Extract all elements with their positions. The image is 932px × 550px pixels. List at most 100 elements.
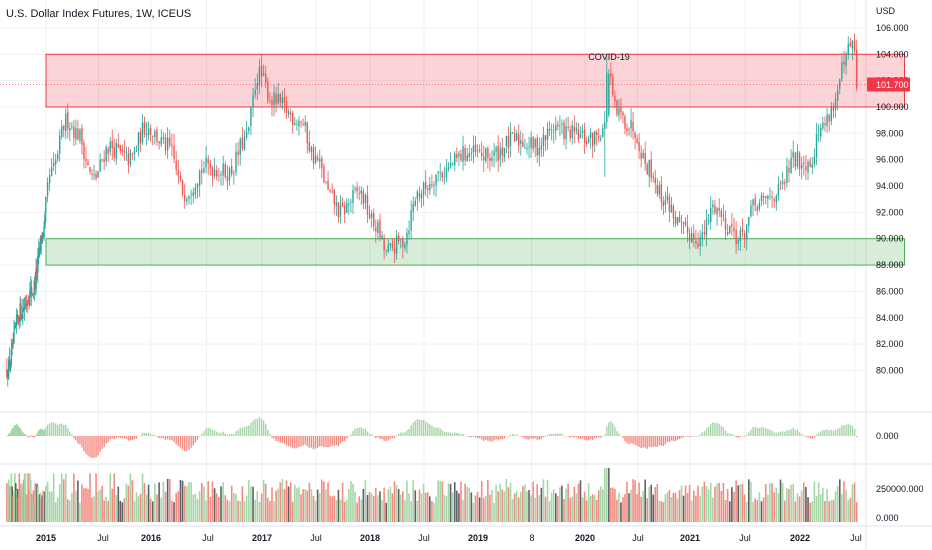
candle-body: [587, 138, 590, 143]
volume-bar: [287, 486, 290, 522]
oscillator-bar: [383, 436, 385, 441]
oscillator-bar: [6, 436, 8, 437]
candle-body: [385, 249, 387, 251]
candle-body: [354, 188, 356, 190]
oscillator-bar: [310, 436, 313, 448]
volume-bar: [366, 495, 369, 522]
candle-body: [845, 53, 847, 66]
candle-body: [836, 90, 839, 101]
oscillator-bar: [44, 429, 46, 436]
volume-bar: [372, 496, 375, 522]
candle-body: [544, 135, 547, 141]
volume-bar: [503, 491, 506, 522]
volume-bar: [720, 491, 723, 522]
oscillator-bar: [32, 436, 35, 438]
volume-bar: [406, 480, 408, 522]
volume-bar: [832, 499, 835, 522]
volume-bar: [569, 498, 571, 522]
oscillator-bar: [775, 432, 778, 436]
oscillator-bar: [198, 436, 201, 437]
volume-bar: [17, 497, 20, 522]
volume-bar: [760, 501, 763, 522]
candle-body: [362, 191, 365, 204]
oscillator-bar: [826, 429, 828, 436]
oscillator-bar: [34, 436, 36, 437]
volume-bar: [375, 488, 377, 522]
candle-body: [230, 166, 233, 174]
oscillator-bar: [779, 431, 782, 436]
oscillator-bar: [587, 436, 590, 441]
volume-bar: [728, 501, 731, 522]
candle-body: [800, 164, 803, 169]
oscillator-bar: [712, 422, 714, 436]
candle-body: [557, 124, 559, 127]
candle-body: [220, 174, 222, 176]
oscillator-bar: [602, 436, 604, 437]
candle-body: [375, 227, 377, 232]
oscillator-bar: [481, 436, 483, 440]
oscillator-bar: [813, 436, 816, 438]
volume-bar: [779, 479, 782, 522]
volume-bar: [205, 500, 207, 522]
oscillator-bar: [524, 436, 526, 439]
volume-bar: [139, 493, 142, 522]
candle-body: [38, 248, 40, 257]
volume-bar: [42, 490, 44, 522]
candle-body: [748, 216, 750, 226]
oscillator-bar: [15, 424, 17, 436]
volume-bar: [352, 483, 354, 522]
volume-bar: [252, 486, 254, 522]
volume-bar: [630, 489, 632, 522]
oscillator-bar: [235, 431, 237, 436]
volume-bar: [226, 499, 229, 522]
oscillator-bar: [37, 432, 39, 436]
oscillator-bar: [269, 434, 271, 436]
volume-bar: [577, 483, 580, 522]
candle-body: [520, 140, 522, 145]
candle-body: [57, 154, 59, 160]
candle-body: [460, 153, 462, 161]
candle-body: [431, 183, 433, 186]
candle-body: [105, 146, 107, 162]
oscillator-bar: [115, 436, 117, 438]
candle-body: [559, 125, 561, 127]
oscillator-bar: [196, 436, 199, 440]
candle-body: [87, 161, 89, 166]
candle-body: [127, 153, 130, 166]
volume-bar: [101, 485, 103, 522]
candle-body: [73, 126, 75, 139]
candle-body: [612, 76, 614, 95]
candle-body: [733, 227, 735, 232]
volume-bar: [325, 489, 327, 522]
oscillator-bar: [626, 436, 628, 444]
oscillator-bar: [579, 436, 582, 439]
oscillator-bar: [792, 427, 794, 436]
candle-body: [287, 111, 290, 115]
oscillator-bar: [454, 432, 456, 436]
volume-bar: [412, 480, 414, 522]
oscillator-bar: [693, 436, 695, 437]
candle-body: [52, 162, 55, 167]
candle-body: [743, 233, 746, 240]
volume-bar: [618, 492, 620, 522]
candle-body: [10, 349, 13, 365]
volume-bar: [712, 497, 714, 522]
candle-body: [495, 147, 497, 153]
volume-bar: [762, 497, 765, 522]
candle-body: [769, 195, 771, 197]
candle-body: [624, 116, 626, 129]
candle-body: [252, 94, 254, 107]
volume-bar: [44, 491, 46, 522]
candle-body: [137, 132, 140, 150]
candle-body: [775, 195, 778, 203]
oscillator-bar: [48, 423, 51, 436]
volume-bar: [781, 482, 784, 522]
volume-bar: [422, 483, 425, 522]
candle-body: [538, 147, 541, 156]
candle-body: [443, 176, 446, 178]
candle-body: [626, 128, 628, 132]
candle-body: [712, 204, 714, 208]
candle-body: [121, 149, 124, 152]
candle-body: [563, 122, 565, 140]
oscillator-bar: [418, 419, 421, 436]
